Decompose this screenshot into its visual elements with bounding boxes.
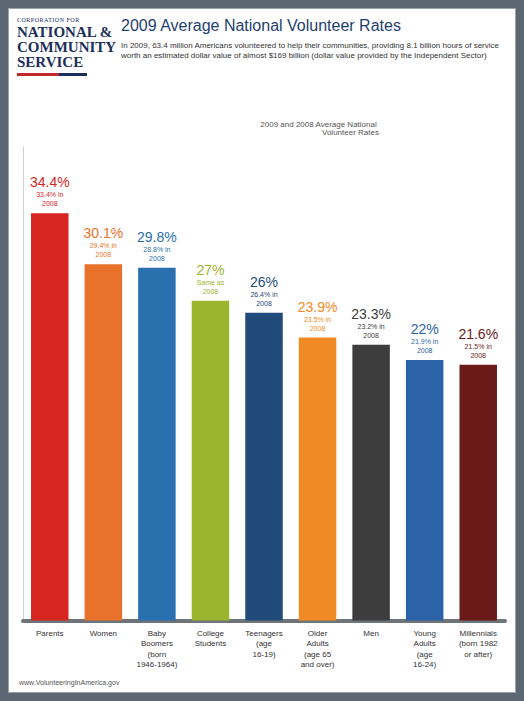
svg-text:29.8%: 29.8% [137, 229, 177, 245]
svg-text:23.2% in: 23.2% in [357, 323, 384, 330]
html-text:COMMUNITY: COMMUNITY [17, 39, 117, 55]
svg-text:College: College [197, 629, 225, 638]
html-text:SERVICE: SERVICE [17, 54, 84, 70]
svg-text:23.9%: 23.9% [298, 299, 338, 315]
svg-text:Same as: Same as [197, 279, 225, 286]
svg-text:23.5% in: 23.5% in [304, 316, 331, 323]
svg-text:30.1%: 30.1% [83, 225, 123, 241]
svg-text:Millennials: Millennials [460, 629, 497, 638]
svg-text:16-19): 16-19) [252, 650, 275, 659]
svg-text:Young: Young [413, 629, 435, 638]
svg-text:Baby: Baby [148, 629, 166, 638]
svg-text:2008: 2008 [203, 288, 219, 295]
svg-text:21.5% in: 21.5% in [465, 343, 492, 350]
svg-text:Women: Women [90, 629, 117, 638]
svg-text:2008: 2008 [417, 347, 433, 354]
svg-text:and over): and over) [301, 660, 335, 669]
svg-text:34.4%: 34.4% [30, 174, 70, 190]
html-text:2009 Average National Voluntee: 2009 Average National Volunteer Rates [121, 17, 401, 34]
svg-text:28.8% in: 28.8% in [143, 246, 170, 253]
svg-text:Teenagers: Teenagers [245, 629, 282, 638]
svg-text:21.9% in: 21.9% in [411, 338, 438, 345]
svg-text:Students: Students [195, 640, 227, 649]
svg-text:Men: Men [363, 629, 379, 638]
svg-text:33.4% in: 33.4% in [36, 191, 63, 198]
html-text:In 2009, 63.4 million American: In 2009, 63.4 million Americans voluntee… [121, 41, 499, 61]
svg-text:2008: 2008 [363, 332, 379, 339]
svg-text:27%: 27% [196, 262, 224, 278]
svg-text:(age 65: (age 65 [304, 650, 332, 659]
svg-text:2008: 2008 [470, 352, 486, 359]
svg-text:26%: 26% [250, 274, 278, 290]
svg-text:Adults: Adults [414, 640, 436, 649]
svg-text:Boomers: Boomers [141, 640, 173, 649]
svg-text:16-24): 16-24) [413, 660, 436, 669]
svg-text:2008: 2008 [96, 251, 112, 258]
svg-text:29.4% in: 29.4% in [90, 242, 117, 249]
svg-text:(age: (age [256, 640, 273, 649]
svg-text:2008: 2008 [42, 200, 58, 207]
svg-text:22%: 22% [411, 321, 439, 337]
svg-text:Volunteer Rates: Volunteer Rates [322, 128, 379, 137]
svg-text:2008: 2008 [310, 325, 326, 332]
svg-text:2008: 2008 [256, 300, 272, 307]
svg-text:(born: (born [148, 650, 167, 659]
svg-text:or after): or after) [464, 650, 492, 659]
html-text:CORPORATION FOR: CORPORATION FOR [17, 17, 80, 23]
svg-text:Older: Older [308, 629, 328, 638]
svg-text:(born 1982: (born 1982 [459, 640, 498, 649]
svg-text:Adults: Adults [306, 640, 328, 649]
svg-text:2009 and 2008 Average National: 2009 and 2008 Average National [260, 119, 379, 129]
svg-text:2008: 2008 [149, 255, 165, 262]
svg-text:Parents: Parents [36, 629, 64, 638]
svg-text:21.6%: 21.6% [458, 326, 498, 342]
svg-text:1946-1964): 1946-1964) [136, 660, 177, 669]
svg-text:www.VolunteeringInAmerica.gov: www.VolunteeringInAmerica.gov [18, 679, 120, 687]
html-text:NATIONAL &: NATIONAL & [17, 24, 113, 40]
svg-text:(age: (age [417, 650, 434, 659]
svg-text:23.3%: 23.3% [351, 306, 391, 322]
svg-text:26.4% in: 26.4% in [250, 291, 277, 298]
